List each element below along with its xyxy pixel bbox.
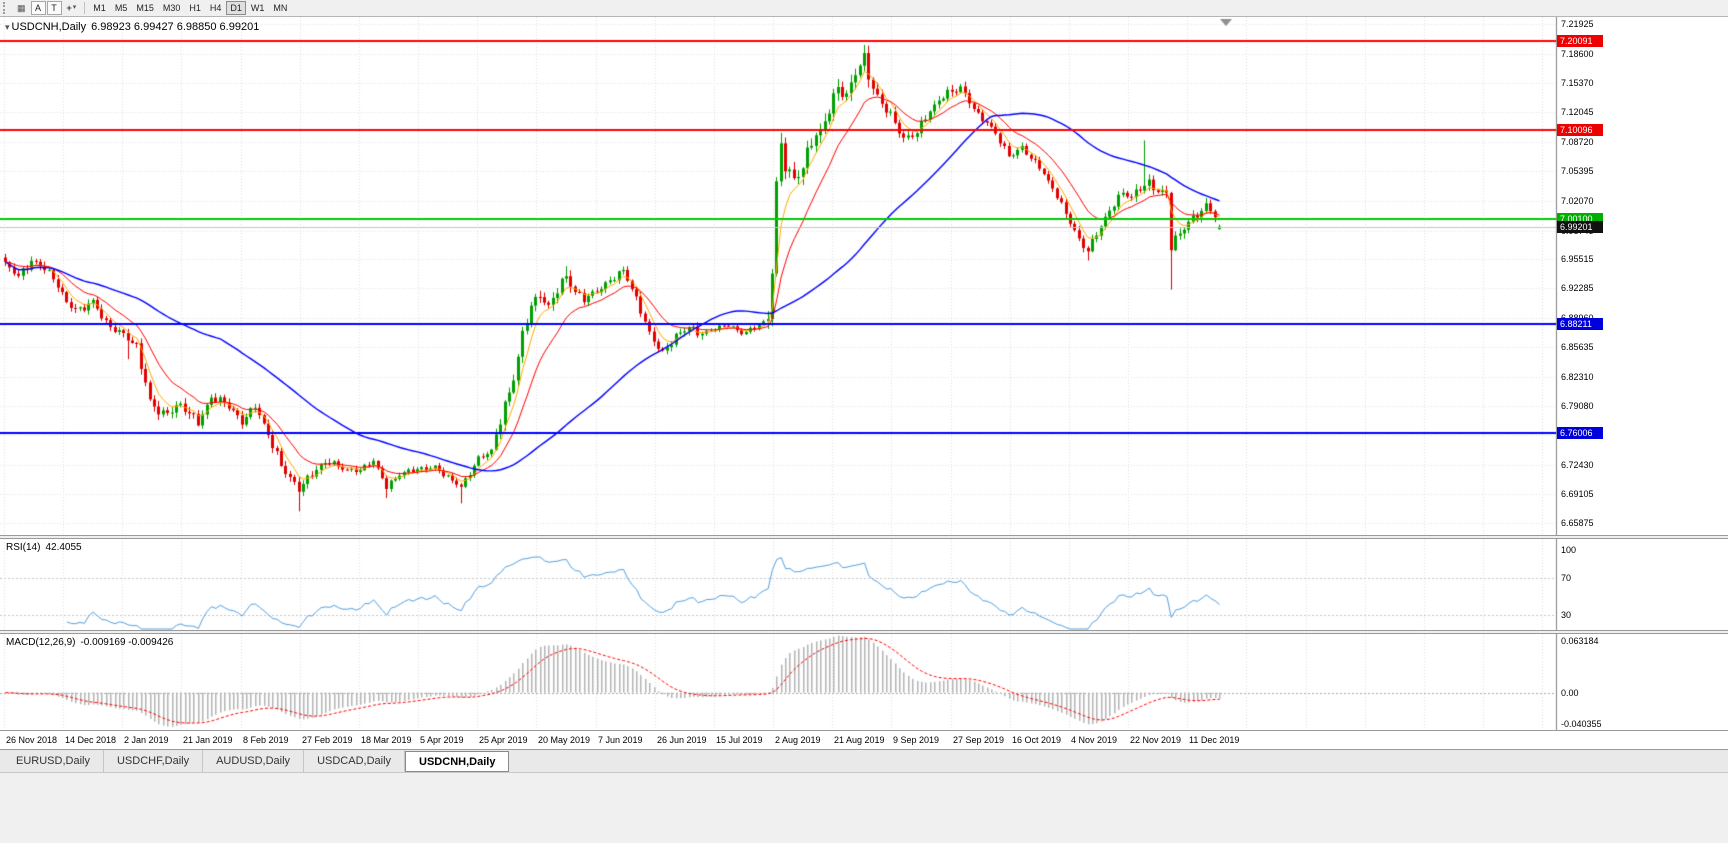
chart-title: ▾ USDCNH,Daily 6.98923 6.99427 6.98850 6.9… [5,21,259,33]
price-line-badge: 6.88211 [1557,318,1603,331]
period-button-d1[interactable]: D1 [226,1,246,15]
date-axis-label: 26 Nov 2018 [6,735,58,745]
date-axis-label: 25 Apr 2019 [479,735,528,745]
period-button-m1[interactable]: M1 [89,1,110,15]
chart-tab-bar: EURUSD,Daily USDCHF,Daily AUDUSD,Daily USDC… [0,749,1728,772]
time-axis[interactable]: 26 Nov 2018 14 Dec 2018 2 Jan 2019 21 Jan 2… [0,730,1728,749]
date-axis-label: 5 Apr 2019 [420,735,464,745]
panel-splitter-1[interactable] [0,535,1728,539]
rsi-axis-label: 70 [1561,573,1572,583]
price-axis-label: 6.65875 [1561,518,1594,529]
price-axis-label: 7.18600 [1561,48,1594,59]
price-axis-label: 7.05395 [1561,166,1594,177]
date-axis-label: 26 Jun 2019 [657,735,707,745]
price-axis-label: 7.21925 [1561,19,1594,30]
date-axis-label: 21 Aug 2019 [834,735,885,745]
rsi-panel: RSI(14) 42.4055 100 70 30 [0,539,1728,630]
date-axis-label: 22 Nov 2019 [1130,735,1182,745]
rsi-axis-label: 30 [1561,610,1572,621]
date-axis-label: 8 Feb 2019 [243,735,289,745]
period-button-mn[interactable]: MN [269,1,291,15]
chart-tab-usdcad[interactable]: USDCAD,Daily [304,750,406,772]
date-axis-label: 18 Mar 2019 [361,735,412,745]
price-axis-label: 6.79080 [1561,400,1594,411]
date-axis-label: 27 Feb 2019 [302,735,353,745]
price-axis-label: 6.92285 [1561,283,1594,294]
date-axis-label: 15 Jul 2019 [716,735,763,745]
price-line-badge: 6.76006 [1557,427,1603,440]
macd-title: MACD(12,26,9) -0.009169 -0.009426 [6,637,178,648]
price-axis-label: 7.08720 [1561,136,1594,147]
chart-tab-eurusd[interactable]: EURUSD,Daily [3,750,104,772]
text-tool-a-button[interactable]: A [30,1,46,15]
price-axis-label: 6.69105 [1561,489,1594,500]
price-axis-label: 6.95515 [1561,254,1594,265]
price-chart-panel: ▾ USDCNH,Daily 6.98923 6.99427 6.98850 6.9… [0,17,1728,535]
period-button-w1[interactable]: W1 [247,1,269,15]
date-axis-label: 11 Dec 2019 [1189,735,1240,745]
rsi-axis-label: 100 [1561,545,1577,556]
grid-icon: ▦ [17,3,26,13]
symbol-period-label: USDCNH,Daily [11,21,87,33]
chevron-down-icon: ▾ [72,4,77,11]
price-line-badge: 7.20091 [1557,34,1603,47]
price-axis-label: 7.15370 [1561,77,1594,88]
macd-axis-label: 0.063184 [1561,636,1599,646]
period-button-h1[interactable]: H1 [185,1,205,15]
period-button-m15[interactable]: M15 [132,1,158,15]
crosshair-icon: + [66,3,72,13]
date-axis-label: 27 Sep 2019 [953,735,1005,745]
macd-chart-canvas[interactable] [0,634,1728,730]
rsi-value: 42.4055 [45,542,82,553]
text-tool-t-button[interactable]: T [46,1,62,15]
macd-name: MACD(12,26,9) [6,637,76,648]
toolbar-drag-handle[interactable] [3,2,9,14]
price-line-badge: 7.10096 [1557,123,1603,136]
macd-panel: MACD(12,26,9) -0.009169 -0.009426 0.06318… [0,634,1728,730]
price-axis-label: 6.82310 [1561,371,1594,382]
top-toolbar: ▦ A T + ▾ M1 M5 M15 M30 H1 H4 D1 W1 MN [0,0,1728,17]
rsi-name: RSI(14) [6,542,41,553]
date-axis-label: 4 Nov 2019 [1071,735,1118,745]
price-axis-label: 6.85635 [1561,342,1594,353]
date-axis-label: 21 Jan 2019 [183,735,233,745]
rsi-chart-canvas[interactable] [0,539,1728,630]
date-axis-label: 20 May 2019 [538,735,591,745]
price-axis-label: 7.02070 [1561,196,1594,207]
timeframe-button-group: M1 M5 M15 M30 H1 H4 D1 W1 MN [89,1,291,15]
price-axis-label: 6.88960 [1561,313,1594,323]
chart-tab-audusd[interactable]: AUDUSD,Daily [203,750,305,772]
period-button-h4[interactable]: H4 [206,1,226,15]
crosshair-tool-button[interactable]: + ▾ [63,1,81,15]
date-axis-label: 2 Jan 2019 [124,735,169,745]
date-axis-label: 9 Sep 2019 [893,735,940,745]
macd-values: -0.009169 -0.009426 [80,637,174,648]
chart-tab-usdchf[interactable]: USDCHF,Daily [104,750,204,772]
macd-axis-label: -0.040355 [1561,719,1602,729]
date-axis-label: 2 Aug 2019 [775,735,821,745]
date-axis-label: 16 Oct 2019 [1012,735,1062,745]
period-button-m30[interactable]: M30 [159,1,185,15]
price-chart-canvas[interactable] [0,17,1728,535]
panel-splitter-2[interactable] [0,630,1728,634]
date-axis-label: 7 Jun 2019 [598,735,643,745]
date-axis-label: 14 Dec 2018 [65,735,117,745]
period-button-m5[interactable]: M5 [111,1,132,15]
price-axis-label: 6.72430 [1561,459,1594,470]
chart-tab-usdcnh[interactable]: USDCNH,Daily [405,751,510,772]
rsi-title: RSI(14) 42.4055 [6,542,87,553]
charts-grid-icon-button[interactable]: ▦ [13,1,30,15]
bid-price-badge: 6.99201 [1557,220,1603,233]
ohlc-values: 6.98923 6.99427 6.98850 6.99201 [91,21,260,33]
window-filler [0,772,1728,843]
quick-trade-toggle-icon[interactable]: ▾ [5,22,10,32]
toolbar-separator [84,2,86,14]
price-axis-label: 7.12045 [1561,107,1594,118]
macd-axis-label: 0.00 [1561,687,1579,698]
